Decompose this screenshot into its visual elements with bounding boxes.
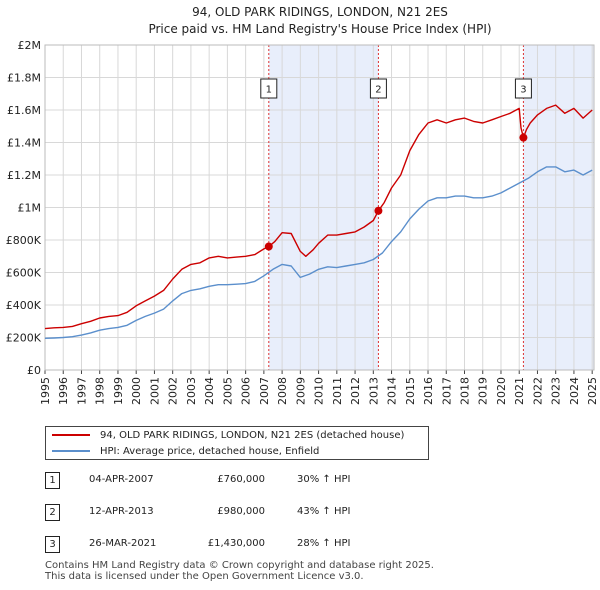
x-tick-label: 1998	[94, 377, 107, 405]
footer-licence: This data is licensed under the Open Gov…	[45, 571, 364, 582]
x-tick-label: 2003	[185, 377, 198, 405]
plot-frame	[44, 44, 595, 371]
x-tick-label: 2025	[586, 377, 599, 405]
sale-label-box	[260, 78, 278, 99]
transaction-number: 2	[45, 504, 60, 521]
y-tick-label: £1.6M	[7, 104, 41, 117]
table-row: 2 12-APR-2013 £980,000 43% ↑ HPI	[45, 504, 445, 522]
y-tick-label: £600K	[6, 267, 42, 280]
legend-item-hpi: HPI: Average price, detached house, Enfi…	[52, 444, 319, 460]
y-tick-label: £0	[27, 364, 41, 377]
sale-label-box	[369, 78, 387, 99]
legend-label-hpi: HPI: Average price, detached house, Enfi…	[100, 446, 320, 457]
legend-label-property: 94, OLD PARK RIDINGS, LONDON, N21 2ES (d…	[100, 430, 405, 441]
sale-point	[519, 133, 528, 142]
transaction-date: 04-APR-2007	[89, 474, 154, 485]
x-tick-label: 2001	[148, 377, 161, 405]
x-tick-label: 2023	[550, 377, 563, 405]
legend: 94, OLD PARK RIDINGS, LONDON, N21 2ES (d…	[45, 426, 429, 460]
y-tick-label: £1.2M	[7, 169, 41, 182]
x-tick-label: 2000	[130, 377, 143, 405]
x-tick-label: 2024	[568, 377, 581, 405]
x-tick-label: 2010	[313, 377, 326, 405]
x-tick-label: 2018	[459, 377, 472, 405]
x-tick-label: 2011	[331, 377, 344, 405]
x-tick-label: 2019	[477, 377, 490, 405]
legend-swatch-property	[52, 434, 90, 436]
y-tick-label: £200K	[6, 332, 42, 345]
transaction-hpi: 30% ↑ HPI	[297, 474, 351, 485]
transaction-date: 12-APR-2013	[89, 506, 154, 517]
chart-subtitle: Price paid vs. HM Land Registry's House …	[148, 22, 491, 36]
sale-point	[264, 242, 273, 251]
x-tick-label: 2017	[440, 377, 453, 405]
y-tick-label: £800K	[6, 234, 42, 247]
sale-label-box	[514, 78, 532, 99]
x-tick-label: 2007	[258, 377, 271, 405]
y-tick-label: £1.8M	[7, 72, 41, 85]
x-tick-label: 1999	[112, 377, 125, 405]
x-tick-label: 2014	[386, 377, 399, 405]
y-tick-label: £1M	[18, 202, 42, 215]
footer-copyright: Contains HM Land Registry data © Crown c…	[45, 560, 434, 571]
x-tick-label: 2006	[240, 377, 253, 405]
footer: Contains HM Land Registry data © Crown c…	[45, 560, 434, 582]
sale-label: 1	[266, 85, 272, 96]
x-tick-label: 2004	[203, 377, 216, 405]
chart-title: 94, OLD PARK RIDINGS, LONDON, N21 2ES	[192, 5, 448, 19]
price-chart: 94, OLD PARK RIDINGS, LONDON, N21 2ES Pr…	[6, 5, 599, 405]
transaction-price: £1,430,000	[207, 538, 265, 549]
x-tick-label: 1995	[39, 377, 52, 405]
x-tick-label: 2012	[349, 377, 362, 405]
x-tick-label: 2005	[221, 377, 234, 405]
transaction-number: 3	[45, 536, 60, 553]
sale-label: 3	[520, 85, 526, 96]
x-tick-label: 2009	[294, 377, 307, 405]
y-tick-label: £1.4M	[7, 137, 41, 150]
legend-swatch-hpi	[52, 450, 90, 452]
y-tick-label: £400K	[6, 299, 42, 312]
transaction-hpi: 43% ↑ HPI	[297, 506, 351, 517]
transaction-date: 26-MAR-2021	[89, 538, 157, 549]
transaction-price: £760,000	[217, 474, 265, 485]
table-row: 1 04-APR-2007 £760,000 30% ↑ HPI	[45, 472, 445, 490]
x-tick-label: 2021	[513, 377, 526, 405]
x-tick-label: 2013	[367, 377, 380, 405]
x-tick-label: 2008	[276, 377, 289, 405]
x-tick-label: 2002	[167, 377, 180, 405]
x-tick-label: 2015	[404, 377, 417, 405]
hpi-line	[44, 166, 593, 339]
transaction-number: 1	[45, 472, 60, 489]
x-tick-label: 2016	[422, 377, 435, 405]
transaction-hpi: 28% ↑ HPI	[297, 538, 351, 549]
transaction-price: £980,000	[217, 506, 265, 517]
legend-item-property: 94, OLD PARK RIDINGS, LONDON, N21 2ES (d…	[52, 428, 404, 444]
x-tick-label: 2020	[495, 377, 508, 405]
y-tick-label: £2M	[18, 39, 42, 52]
property-price-line	[44, 104, 593, 330]
x-tick-label: 2022	[531, 377, 544, 405]
x-tick-label: 1997	[75, 377, 88, 405]
sale-label: 2	[375, 85, 381, 96]
sale-point	[374, 206, 383, 215]
table-row: 3 26-MAR-2021 £1,430,000 28% ↑ HPI	[45, 536, 445, 554]
x-tick-label: 1996	[57, 377, 70, 405]
